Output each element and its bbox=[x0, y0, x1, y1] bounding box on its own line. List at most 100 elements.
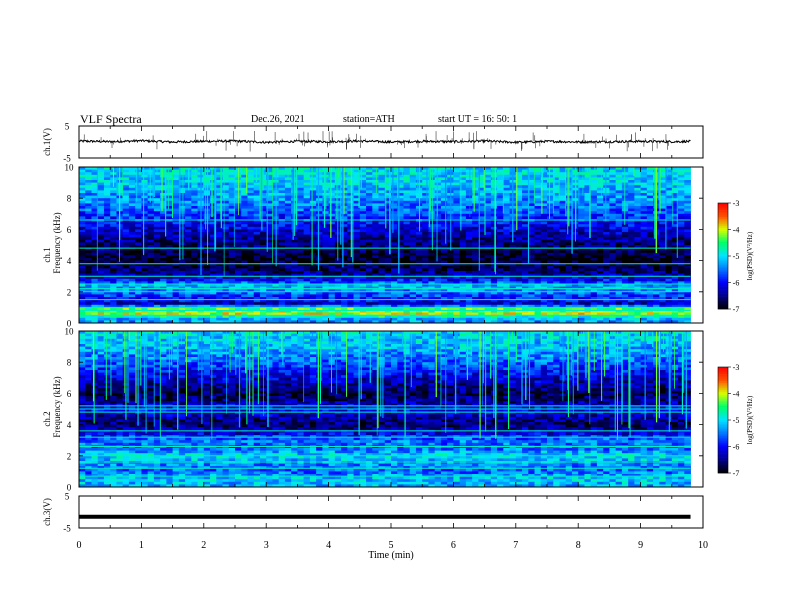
ch1-spectrogram-cell bbox=[559, 237, 567, 241]
ch1-spectrogram-cell bbox=[634, 193, 641, 196]
ch1-spectrogram-cell bbox=[272, 278, 280, 282]
ch1-spectrogram-cell bbox=[559, 255, 567, 259]
ch1-spectrogram-cell bbox=[459, 226, 467, 230]
ch1-spectrogram-cell bbox=[110, 242, 117, 246]
ch1-spectrogram-cell bbox=[160, 232, 167, 235]
ch1-spectrogram-cell bbox=[628, 221, 635, 225]
ch1-spectrogram-cell bbox=[447, 294, 454, 298]
ch1-spectrogram-cell bbox=[391, 172, 398, 176]
ch1-spectrogram-cell bbox=[428, 198, 436, 202]
ch1-spectrogram-cell bbox=[341, 252, 348, 256]
ch1-spectrogram-cell bbox=[403, 260, 411, 264]
ch1-spectrogram-cell bbox=[235, 213, 242, 217]
ch1-spectrogram-cell bbox=[341, 255, 348, 259]
ch1-spectrogram-cell bbox=[241, 180, 248, 183]
ch1-spectrogram-cell bbox=[678, 258, 685, 261]
ch1-spectrogram-cell bbox=[453, 255, 461, 259]
ch1-spectrogram-cell bbox=[122, 278, 130, 282]
ch1-spectrogram-cell bbox=[110, 224, 117, 228]
ch1-spectrogram-cell bbox=[172, 237, 180, 241]
ch1-spectrogram-cell bbox=[671, 216, 679, 220]
ch1-spectrogram-cell bbox=[341, 278, 348, 282]
ch1-spectrogram-cell bbox=[490, 208, 498, 212]
ch1-spectrogram-cell bbox=[391, 255, 398, 259]
ch1-spectrogram-cell bbox=[628, 265, 635, 269]
ch1-spectrogram-cell bbox=[440, 177, 448, 181]
ch1-spectrogram-cell bbox=[671, 224, 679, 228]
ch1-spectrogram-cell bbox=[609, 206, 617, 209]
ch1-spectrogram-cell bbox=[241, 281, 248, 285]
ch1-spectrogram-cell bbox=[85, 252, 92, 256]
ch1-spectrogram-cell bbox=[403, 226, 411, 230]
ch1-spectrogram-cell bbox=[303, 258, 311, 261]
ch1-spectrogram-cell bbox=[478, 255, 485, 259]
ch1-spectrogram-cell bbox=[665, 237, 673, 241]
ch1-spectrogram-cell bbox=[359, 206, 367, 209]
ch1-spectrogram-cell bbox=[628, 177, 635, 181]
ch1-spectrogram-cell bbox=[85, 172, 92, 176]
ch1-spectrogram-cell bbox=[235, 239, 242, 243]
ch1-spectrogram-cell bbox=[628, 245, 635, 248]
ch1-spectrogram-cell bbox=[297, 245, 305, 248]
ch1-spectrogram-cell bbox=[509, 255, 517, 259]
ch1-spectrogram-cell bbox=[571, 260, 579, 264]
ch1-spectrogram-cell bbox=[79, 177, 86, 181]
ch1-spectrogram-cell bbox=[97, 187, 105, 191]
ch1-spectrogram-cell bbox=[216, 268, 223, 272]
ch1-spectrogram-cell bbox=[596, 221, 604, 225]
ch1-spectrogram-cell bbox=[384, 180, 392, 183]
ch1-spectrogram-cell bbox=[684, 211, 691, 215]
ch1-spectrogram-cell bbox=[440, 260, 448, 264]
ch1-spectrogram-cell bbox=[259, 278, 267, 282]
ch1-spectrogram-cell bbox=[584, 229, 592, 233]
ch1-spectrogram-cell bbox=[216, 193, 223, 196]
ch1-spectrogram-cell bbox=[596, 193, 604, 196]
ch1-spectrogram-cell bbox=[596, 268, 604, 272]
ch1-spectrogram-cell bbox=[465, 258, 473, 261]
ch1-spectrogram-cell bbox=[210, 216, 217, 220]
ch1-spectrogram-cell bbox=[584, 177, 592, 181]
ch1-spectrogram-cell bbox=[465, 190, 473, 194]
ch1-spectrogram-cell bbox=[122, 193, 130, 196]
ch1-spectrogram-cell bbox=[590, 239, 598, 243]
ch1-spectrogram-cell bbox=[103, 193, 111, 196]
ch1-spectrogram-cell bbox=[347, 276, 354, 280]
ch1-spectrogram-cell bbox=[503, 265, 510, 269]
ch1-spectrogram-cell bbox=[253, 276, 261, 280]
ch1-spectrogram-cell bbox=[141, 195, 149, 199]
ch1-spectrogram-cell bbox=[547, 242, 554, 246]
ch1-spectrogram-cell bbox=[97, 260, 105, 264]
ch1-spectrogram-cell bbox=[366, 167, 373, 170]
ch1-spectrogram-cell bbox=[615, 265, 623, 269]
ch1-spectrogram-cell bbox=[434, 211, 442, 215]
ch1-spectrogram-cell bbox=[465, 211, 473, 215]
ch1-spectrogram-cell bbox=[359, 174, 367, 178]
ch1-spectrogram-cell bbox=[85, 284, 92, 287]
ch1-spectrogram-cell bbox=[216, 291, 223, 295]
ch1-spectrogram-cell bbox=[384, 258, 392, 261]
ch1-spectrogram-cell bbox=[515, 234, 523, 238]
ch1-spectrogram-cell bbox=[309, 187, 317, 191]
ch1-spectrogram-cell bbox=[503, 195, 510, 199]
ch1-spectrogram-cell bbox=[440, 291, 448, 295]
ch1-spectrogram-cell bbox=[596, 226, 604, 230]
ch1-spectrogram-cell bbox=[203, 174, 211, 178]
ch1-spectrogram-cell bbox=[247, 242, 255, 246]
ch1-spectrogram-cell bbox=[465, 281, 473, 285]
ch1-spectrogram-cell bbox=[465, 271, 473, 274]
ch1-spectrogram-cell bbox=[147, 271, 155, 274]
ch1-spectrogram-cell bbox=[484, 193, 492, 196]
ch1-spectrogram-cell bbox=[228, 278, 236, 282]
ch1-spectrogram-cell bbox=[247, 291, 255, 295]
ch1-spectrogram-cell bbox=[316, 289, 323, 293]
ch1-spectrogram-cell bbox=[103, 167, 111, 170]
ch1-spectrogram-cell bbox=[478, 278, 485, 282]
ch1-spectrogram-cell bbox=[547, 224, 554, 228]
ch1-spectrogram-cell bbox=[141, 255, 149, 259]
ch1-spectrogram-cell bbox=[671, 190, 679, 194]
ch1-spectrogram-cell bbox=[659, 237, 666, 241]
ch1-spectrogram-cell bbox=[266, 255, 273, 259]
ch1-spectrogram-cell bbox=[459, 208, 467, 212]
ch1-spectrogram-cell bbox=[422, 200, 429, 204]
ch1-spectrogram-cell bbox=[440, 232, 448, 235]
